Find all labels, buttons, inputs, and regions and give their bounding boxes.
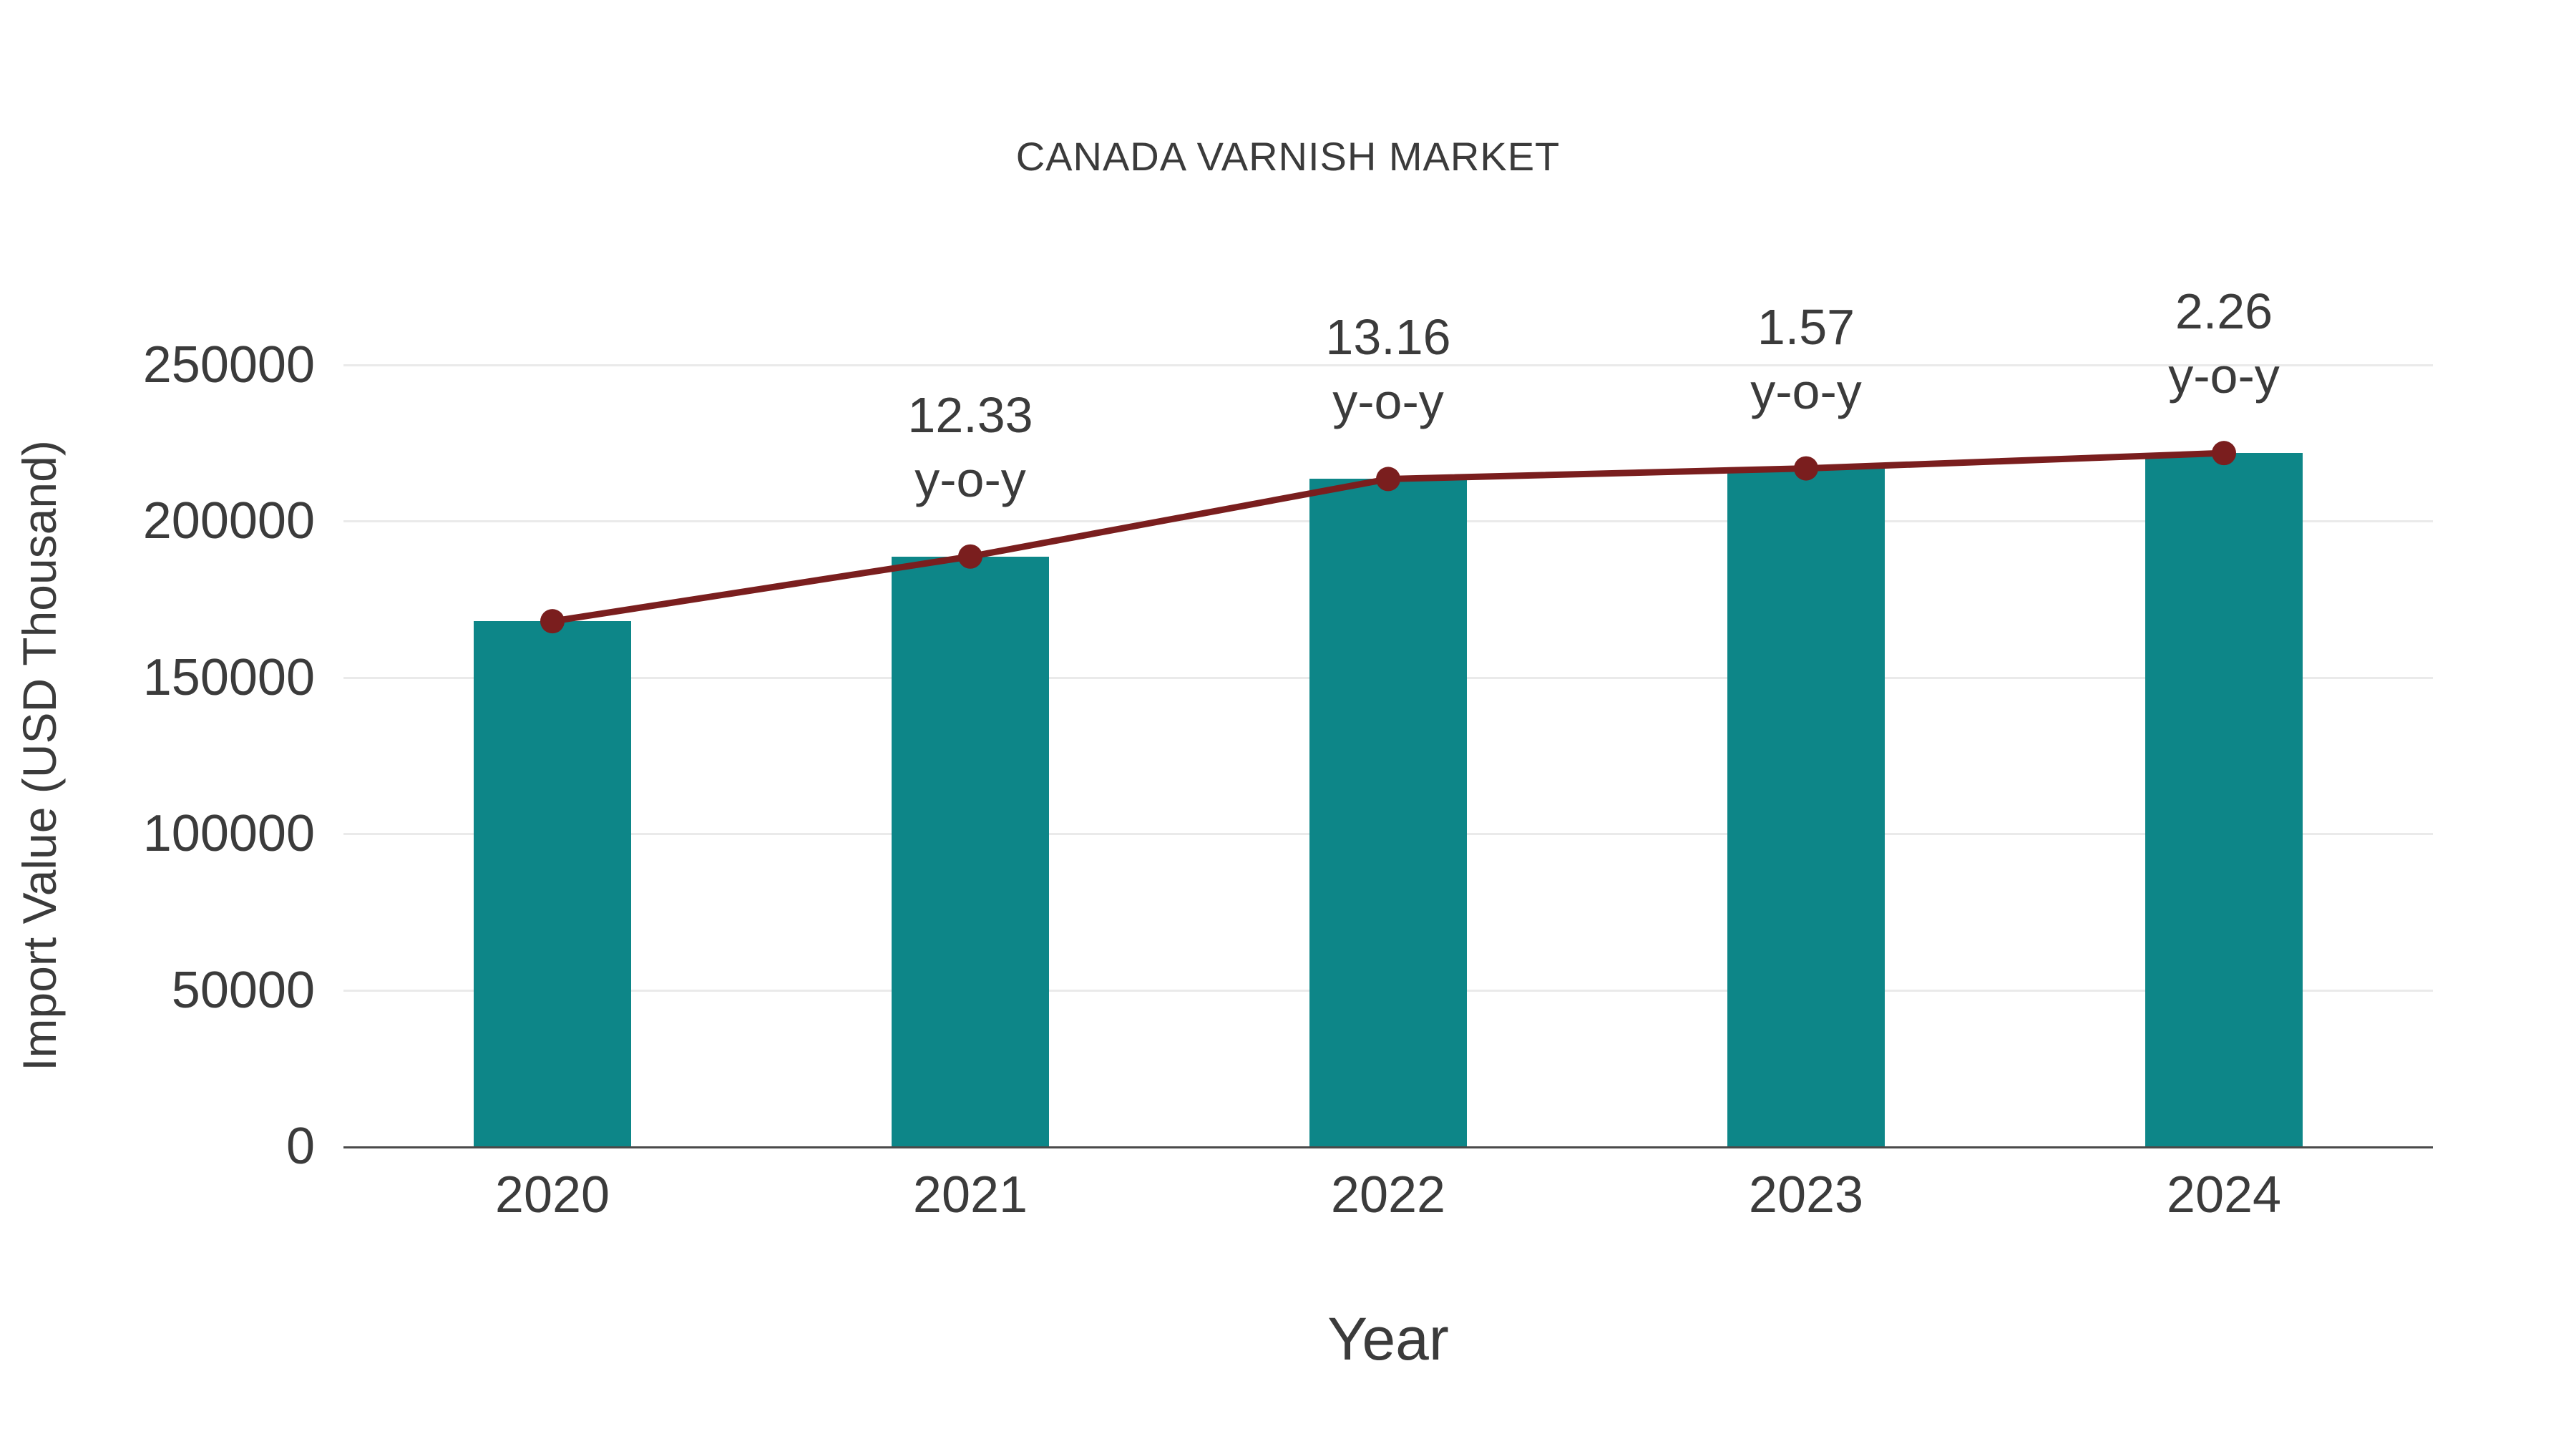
annotation-label: y-o-y <box>1332 374 1444 430</box>
annotation-2022: 13.16 y-o-y <box>1209 305 1567 434</box>
chart-title: CANADA VARNISH MARKET <box>1015 134 1561 179</box>
y-tick-label-0: 0 <box>286 1118 315 1175</box>
bar-2022 <box>1309 479 1467 1146</box>
x-tick-label-2021: 2021 <box>912 1166 1028 1224</box>
annotation-label: y-o-y <box>2168 348 2280 404</box>
y-tick-label-200000: 200000 <box>142 492 315 550</box>
annotation-value: 1.57 <box>1757 298 1855 355</box>
annotation-2023: 1.57 y-o-y <box>1627 295 1985 424</box>
annotation-value: 13.16 <box>1325 309 1451 366</box>
line-marker-2020 <box>540 609 565 634</box>
y-tick-label-100000: 100000 <box>142 805 315 863</box>
x-tick-label-2023: 2023 <box>1748 1166 1864 1224</box>
gridline-250000 <box>343 364 2433 366</box>
annotation-2021: 12.33 y-o-y <box>791 383 1149 512</box>
annotation-value: 2.26 <box>2175 283 2273 340</box>
bar-2021 <box>892 556 1049 1146</box>
y-tick-label-50000: 50000 <box>171 961 315 1019</box>
bar-2023 <box>1727 468 1885 1146</box>
annotation-2024: 2.26 y-o-y <box>2045 279 2403 408</box>
annotation-label: y-o-y <box>914 451 1026 507</box>
y-tick-label-250000: 250000 <box>142 336 315 394</box>
annotation-label: y-o-y <box>1750 363 1862 419</box>
line-marker-2022 <box>1376 467 1400 492</box>
annotation-value: 12.33 <box>907 386 1033 443</box>
plot-area <box>343 364 2433 1148</box>
x-tick-label-2024: 2024 <box>2166 1166 2282 1224</box>
line-marker-2024 <box>2212 441 2236 466</box>
bar-2024 <box>2145 453 2303 1146</box>
y-tick-label-150000: 150000 <box>142 648 315 706</box>
trend-line-layer <box>540 441 2236 634</box>
x-tick-label-2020: 2020 <box>494 1166 610 1224</box>
line-marker-2021 <box>958 544 982 569</box>
bar-2020 <box>474 621 631 1146</box>
y-axis-title: Import Value (USD Thousand) <box>13 440 66 1071</box>
line-marker-2023 <box>1794 456 1818 481</box>
x-tick-label-2022: 2022 <box>1330 1166 1446 1224</box>
x-axis-title: Year <box>1327 1305 1449 1372</box>
